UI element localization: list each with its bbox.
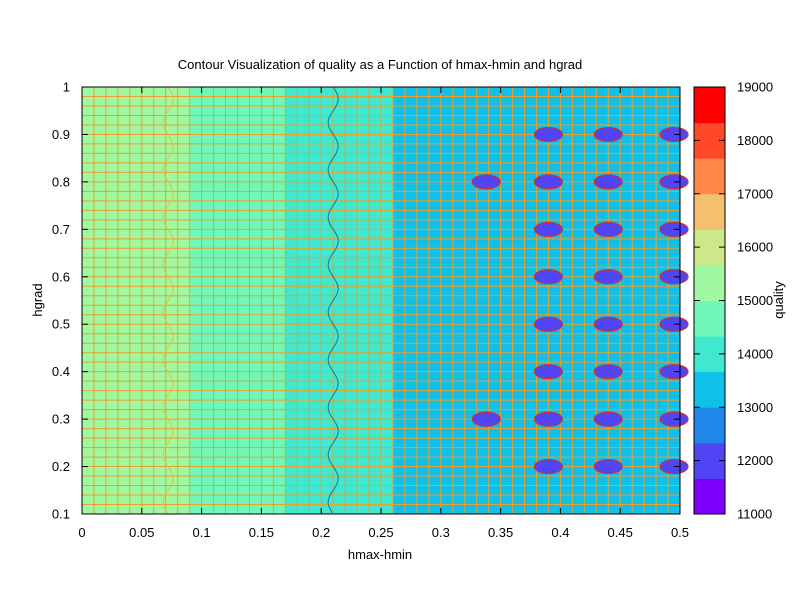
- x-tick-label: 0.15: [249, 525, 274, 540]
- quality-region: [285, 87, 393, 514]
- y-tick-label: 0.4: [52, 364, 70, 379]
- colorbar-band: [694, 300, 725, 337]
- axes: 0 0.05 0.1 0.15 0.2 0.25 0.3 0.35 0.4 0.45 0.5 0.1 0…: [52, 80, 689, 541]
- colorbar-band: [694, 87, 725, 124]
- colorbar: 11000 12000 13000 14000 15000 16000 17000 18000…: [693, 80, 773, 522]
- low-quality-spot: [533, 174, 564, 190]
- colorbar-tick-label: 19000: [737, 80, 773, 95]
- low-quality-spot: [533, 458, 564, 475]
- contour-line: [327, 86, 339, 514]
- y-tick-label: 1: [63, 80, 70, 95]
- low-quality-spot: [533, 364, 564, 380]
- y-tick-label: 0.9: [52, 127, 70, 142]
- colorbar-tick-label: 12000: [737, 453, 773, 468]
- low-quality-spot: [593, 269, 623, 285]
- colorbar-tick-label: 17000: [737, 186, 773, 201]
- x-tick-label: 0.3: [432, 525, 450, 540]
- x-tick-label: 0: [78, 525, 85, 540]
- x-tick-label: 0.1: [193, 525, 211, 540]
- low-quality-spot: [533, 316, 564, 332]
- x-tick-label: 0.35: [488, 525, 513, 540]
- low-quality-spot: [533, 126, 564, 143]
- quality-region: [82, 87, 94, 514]
- y-tick-label: 0.1: [52, 507, 70, 522]
- y-tick-label: 0.2: [52, 459, 70, 474]
- x-tick-label: 0.2: [312, 525, 330, 540]
- colorbar-tick-label: 13000: [737, 400, 773, 415]
- x-tick-label: 0.45: [608, 525, 633, 540]
- y-axis-title: hgrad: [30, 283, 45, 316]
- y-tick-label: 0.7: [52, 222, 70, 237]
- colorbar-band: [694, 478, 725, 515]
- low-quality-spot: [533, 411, 564, 427]
- x-axis-title: hmax-hmin: [348, 547, 412, 562]
- x-tick-label: 0.4: [551, 525, 569, 540]
- low-quality-spot: [593, 364, 623, 380]
- chart-title: Contour Visualization of quality as a Fu…: [178, 57, 582, 72]
- low-quality-spot: [471, 411, 501, 427]
- y-tick-label: 0.3: [52, 412, 70, 427]
- x-tick-label: 0.05: [129, 525, 154, 540]
- low-quality-spot: [593, 458, 623, 475]
- low-quality-spot: [471, 174, 501, 190]
- x-tick-label: 0.5: [671, 525, 689, 540]
- colorbar-tick-label: 15000: [737, 293, 773, 308]
- colorbar-band: [694, 193, 725, 230]
- low-quality-spot: [593, 316, 623, 332]
- colorbar-tick-label: 16000: [737, 240, 773, 255]
- low-quality-spot: [593, 174, 623, 190]
- y-tick-label: 0.8: [52, 174, 70, 189]
- colorbar-tick-label: 11000: [737, 507, 772, 522]
- x-tick-label: 0.25: [368, 525, 393, 540]
- low-quality-spot: [593, 126, 623, 143]
- low-quality-spot: [593, 221, 623, 237]
- y-tick-label: 0.5: [52, 317, 70, 332]
- low-quality-spot: [533, 221, 564, 237]
- colorbar-band: [694, 371, 725, 408]
- colorbar-band: [694, 158, 725, 195]
- colorbar-title: quality: [771, 281, 786, 319]
- plot-area: [81, 86, 689, 515]
- low-quality-spot: [593, 411, 623, 427]
- low-quality-spot: [533, 269, 564, 285]
- contour-line: [162, 86, 174, 514]
- colorbar-tick-label: 14000: [737, 346, 773, 361]
- colorbar-band: [694, 264, 725, 301]
- colorbar-band: [694, 407, 725, 444]
- colorbar-tick-label: 18000: [737, 133, 773, 148]
- y-tick-label: 0.6: [52, 269, 70, 284]
